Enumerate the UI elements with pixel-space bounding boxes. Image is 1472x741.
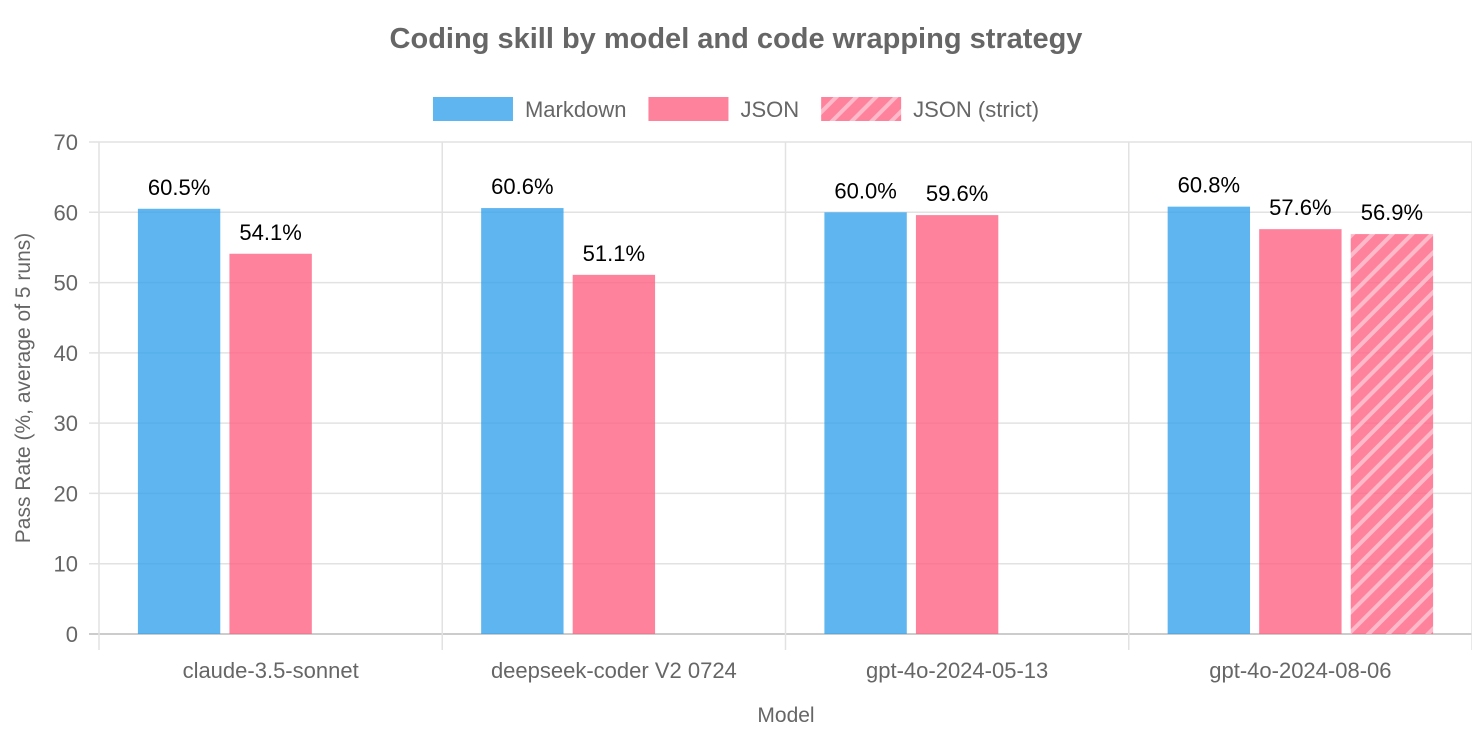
y-tick-label: 40 [54,341,78,366]
legend-label: JSON [740,97,799,122]
chart-title: Coding skill by model and code wrapping … [390,23,1083,55]
bar [1167,206,1251,635]
data-label: 60.6% [491,174,553,199]
legend: Markdown JSON JSON (strict) [432,97,1039,122]
y-tick-label: 20 [54,481,78,506]
x-axis-label: Model [757,704,814,727]
bar [1259,229,1342,634]
legend-swatch [821,97,902,121]
data-label: 60.8% [1178,173,1240,198]
bar [137,208,221,634]
legend-label: JSON (strict) [913,97,1039,122]
legend-item[interactable]: JSON [648,97,799,122]
data-label: 60.5% [148,175,210,200]
bar [572,274,656,634]
x-axis-ticks: claude-3.5-sonnet deepseek-coder V2 0724 g… [183,658,1392,683]
y-tick-label: 0 [66,622,78,647]
y-tick-label: 60 [54,200,78,225]
legend-swatch [432,97,513,121]
y-axis-ticks: 0 10 20 30 40 50 60 70 [54,130,78,647]
bar [824,212,907,635]
grid-lines [89,141,1472,650]
bar [1350,234,1434,634]
y-tick-label: 30 [54,411,78,436]
data-label: 57.6% [1269,195,1331,220]
y-tick-label: 10 [54,552,78,577]
y-axis-label: Pass Rate (%, average of 5 runs) [12,233,35,543]
data-label: 60.0% [834,178,896,203]
data-label: 56.9% [1361,200,1423,225]
legend-item[interactable]: Markdown [432,97,626,122]
data-labels: 60.5% 60.6% 60.0% 60.8% 54.1% 51.1% 59.6% 57.6%… [148,173,1423,266]
data-label: 54.1% [239,220,301,245]
legend-label: Markdown [525,97,626,122]
bar [229,253,312,635]
legend-swatch [648,97,729,121]
y-tick-label: 50 [54,271,78,296]
legend-item[interactable]: JSON (strict) [821,97,1039,122]
data-label: 51.1% [583,241,645,266]
x-tick-label: gpt-4o-2024-08-06 [1209,658,1391,683]
x-tick-label: deepseek-coder V2 0724 [491,658,737,683]
bar [915,215,999,634]
data-label: 59.6% [926,181,988,206]
x-tick-label: gpt-4o-2024-05-13 [866,658,1048,683]
y-tick-label: 70 [54,130,78,155]
bars [137,206,1434,635]
bar [481,208,564,634]
x-tick-label: claude-3.5-sonnet [183,658,359,683]
